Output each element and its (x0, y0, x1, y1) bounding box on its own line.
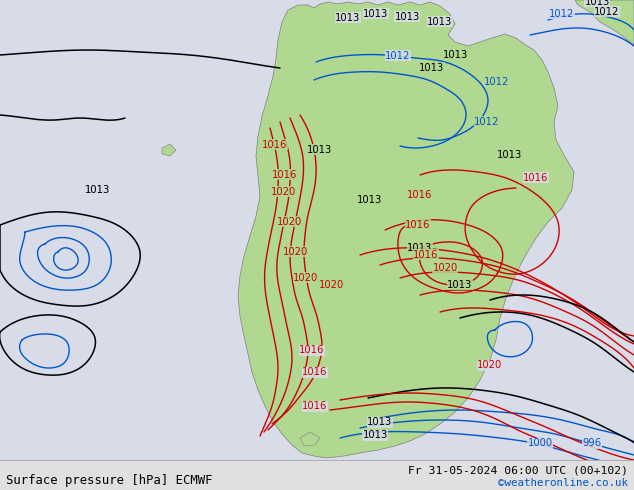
Text: 1016: 1016 (302, 367, 328, 377)
Text: 1012: 1012 (474, 117, 500, 127)
Text: 1016: 1016 (299, 345, 325, 355)
Text: 1012: 1012 (484, 77, 510, 87)
Polygon shape (300, 432, 320, 446)
Text: 1020: 1020 (320, 280, 345, 290)
Text: 1016: 1016 (302, 401, 328, 411)
Text: 1013: 1013 (427, 17, 453, 27)
Text: 1013: 1013 (394, 12, 420, 22)
Text: 1013: 1013 (358, 195, 383, 205)
Polygon shape (575, 0, 634, 45)
Text: 1016: 1016 (262, 140, 288, 150)
Text: 1013: 1013 (419, 63, 444, 73)
Text: 1013: 1013 (498, 150, 522, 160)
Text: 1012: 1012 (385, 51, 411, 61)
Text: 996: 996 (583, 438, 602, 448)
Text: 1013: 1013 (307, 145, 333, 155)
Text: 1013: 1013 (363, 430, 387, 440)
Text: 1020: 1020 (278, 217, 302, 227)
Polygon shape (162, 144, 176, 156)
Text: Surface pressure [hPa] ECMWF: Surface pressure [hPa] ECMWF (6, 473, 212, 487)
Text: 1020: 1020 (294, 273, 319, 283)
Text: 1020: 1020 (432, 263, 458, 273)
Bar (0, 460, 634, 490)
Text: ©weatheronline.co.uk: ©weatheronline.co.uk (498, 478, 628, 488)
Text: 1016: 1016 (413, 250, 439, 260)
Text: 1016: 1016 (405, 220, 430, 230)
Text: 1020: 1020 (282, 247, 307, 257)
Polygon shape (238, 2, 574, 458)
Text: 1016: 1016 (523, 173, 548, 183)
Text: 1013: 1013 (84, 185, 110, 195)
Text: 1020: 1020 (477, 360, 503, 370)
Text: 1016: 1016 (407, 190, 432, 200)
Text: 1020: 1020 (271, 187, 297, 197)
Text: 1000: 1000 (527, 438, 553, 448)
Text: 1013: 1013 (448, 280, 472, 290)
Text: 1013: 1013 (84, 185, 110, 195)
Text: 1013: 1013 (363, 9, 389, 19)
Text: 1013: 1013 (443, 50, 469, 60)
Text: 1013: 1013 (408, 243, 432, 253)
Text: 1016: 1016 (273, 170, 298, 180)
Text: Fr 31-05-2024 06:00 UTC (00+102): Fr 31-05-2024 06:00 UTC (00+102) (408, 465, 628, 475)
Text: 1013: 1013 (335, 13, 361, 23)
Text: 1013: 1013 (367, 417, 392, 427)
Text: 1012: 1012 (549, 9, 574, 19)
Text: 1013: 1013 (585, 0, 610, 7)
Text: 1012: 1012 (594, 7, 619, 17)
